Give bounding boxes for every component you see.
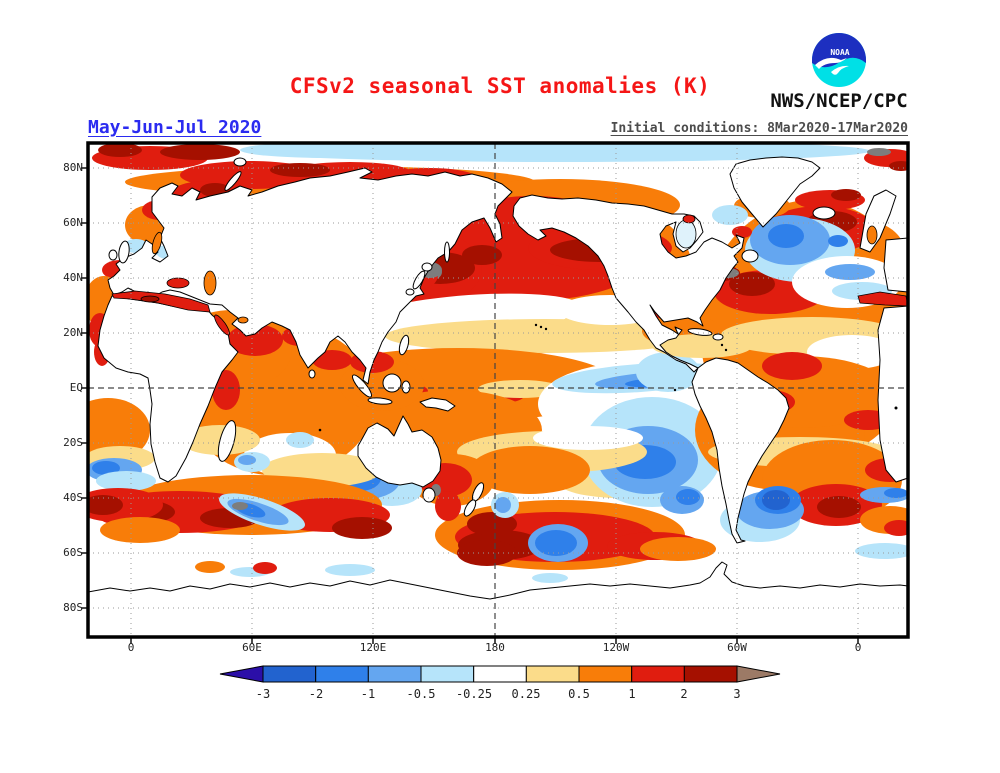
island-dots bbox=[318, 323, 898, 432]
landmass-new-guinea bbox=[419, 397, 456, 412]
noaa-logo-text: NOAA bbox=[830, 48, 849, 57]
lat-label-20s: 20S bbox=[63, 436, 83, 449]
baltic-sea bbox=[151, 231, 163, 255]
cb-label-m025: -0.25 bbox=[455, 687, 493, 701]
colorbar-under-arrow bbox=[219, 665, 264, 683]
lat-label-20n: 20N bbox=[63, 326, 83, 339]
colorbar-seg-6 bbox=[525, 665, 580, 683]
cb-label-m1: -1 bbox=[360, 687, 376, 701]
lon-label-60w: 60W bbox=[727, 641, 747, 654]
lat-label-60n: 60N bbox=[63, 216, 83, 229]
colorbar-seg-9 bbox=[683, 665, 738, 683]
noaa-seagull-wing bbox=[831, 65, 849, 75]
landmass-tasmania bbox=[422, 487, 436, 503]
lon-label-120e: 120E bbox=[359, 641, 387, 654]
figure-title: CFSv2 seasonal SST anomalies (K) bbox=[289, 74, 711, 98]
landmass-java bbox=[367, 397, 393, 405]
map-frame bbox=[86, 141, 910, 639]
landmass-hokkaido bbox=[421, 262, 433, 272]
landmass-novaya-zemlya bbox=[224, 171, 242, 191]
landmass-europe-wrap bbox=[883, 237, 908, 293]
lat-label-80n: 80N bbox=[63, 161, 83, 174]
hudson-bay bbox=[675, 219, 697, 249]
landmass-britain bbox=[118, 240, 130, 264]
landmass-sakhalin bbox=[444, 241, 450, 263]
landmass-africa-wrap bbox=[877, 305, 908, 483]
lat-label-60s: 60S bbox=[63, 546, 83, 559]
colorbar-seg-5 bbox=[473, 665, 527, 683]
agency-label: NWS/NCEP/CPC bbox=[770, 90, 908, 112]
landmass-svalbard bbox=[233, 157, 247, 167]
cb-label-p05: 0.5 bbox=[568, 687, 590, 701]
baltic-wrap bbox=[866, 225, 878, 245]
season-label: May-Jun-Jul 2020 bbox=[88, 117, 262, 138]
landmass-antarctica bbox=[88, 561, 908, 637]
noaa-logo-icon: NOAA bbox=[812, 33, 866, 87]
lon-label-60e: 60E bbox=[242, 641, 262, 654]
lat-label-40n: 40N bbox=[63, 271, 83, 284]
noaa-seagull-icon bbox=[815, 57, 847, 69]
lon-label-0e: 0 bbox=[854, 641, 862, 654]
lat-label-80s: 80S bbox=[63, 601, 83, 614]
colorbar-seg-3 bbox=[367, 665, 422, 683]
landmass-kyushu bbox=[405, 288, 415, 296]
landmass-new-zealand-south bbox=[463, 499, 477, 517]
initial-conditions-label: Initial conditions: 8Mar2020-17Mar2020 bbox=[610, 121, 908, 136]
colorbar-seg-1 bbox=[262, 665, 317, 683]
landmass-south-america bbox=[691, 357, 790, 544]
cb-label-p1: 1 bbox=[628, 687, 636, 701]
landmass-eurasia bbox=[107, 167, 513, 385]
cb-label-m3: -3 bbox=[255, 687, 271, 701]
landmass-ireland bbox=[108, 249, 118, 261]
cb-label-m05: -0.5 bbox=[406, 687, 436, 701]
lon-label-0w: 0 bbox=[127, 641, 135, 654]
cb-label-m2: -2 bbox=[308, 687, 324, 701]
colorbar bbox=[219, 665, 781, 683]
landmass-cuba bbox=[687, 328, 713, 336]
cb-label-p3: 3 bbox=[733, 687, 741, 701]
colorbar-seg-7 bbox=[578, 665, 633, 683]
landmass-hispaniola bbox=[712, 333, 724, 341]
colorbar-over-arrow bbox=[736, 665, 781, 683]
lat-label-eq: EQ bbox=[69, 381, 83, 394]
world-map-canvas bbox=[81, 141, 910, 644]
colorbar-seg-4 bbox=[420, 665, 475, 683]
landmass-newfoundland bbox=[741, 249, 759, 263]
colorbar-seg-2 bbox=[315, 665, 369, 683]
landmass-honshu bbox=[412, 270, 426, 290]
landmass-philippines bbox=[398, 334, 410, 356]
black-sea bbox=[166, 277, 190, 289]
landmass-borneo bbox=[382, 373, 402, 393]
mediterranean-sea bbox=[111, 290, 211, 313]
lon-label-120w: 120W bbox=[602, 641, 630, 654]
caspian-sea bbox=[203, 270, 217, 296]
hudson-bay-mouth bbox=[682, 214, 696, 224]
landmass-australia bbox=[357, 415, 442, 488]
mediterranean-wrap bbox=[857, 291, 908, 307]
persian-gulf bbox=[237, 316, 249, 324]
red-sea bbox=[214, 314, 230, 336]
lon-label-180: 180 bbox=[485, 641, 505, 654]
landmass-iceland bbox=[812, 206, 836, 220]
cb-label-p2: 2 bbox=[680, 687, 688, 701]
interior-seas bbox=[111, 214, 908, 336]
landmass-sulawesi bbox=[401, 380, 411, 394]
cb-label-p025: 0.25 bbox=[511, 687, 541, 701]
lat-label-40s: 40S bbox=[63, 491, 83, 504]
landmass-sri-lanka bbox=[308, 369, 316, 379]
graticule bbox=[88, 143, 908, 637]
noaa-logo-sky bbox=[812, 33, 866, 68]
landmass-greenland bbox=[729, 156, 821, 228]
colorbar-seg-8 bbox=[631, 665, 685, 683]
mediterranean-west-core bbox=[140, 295, 160, 303]
